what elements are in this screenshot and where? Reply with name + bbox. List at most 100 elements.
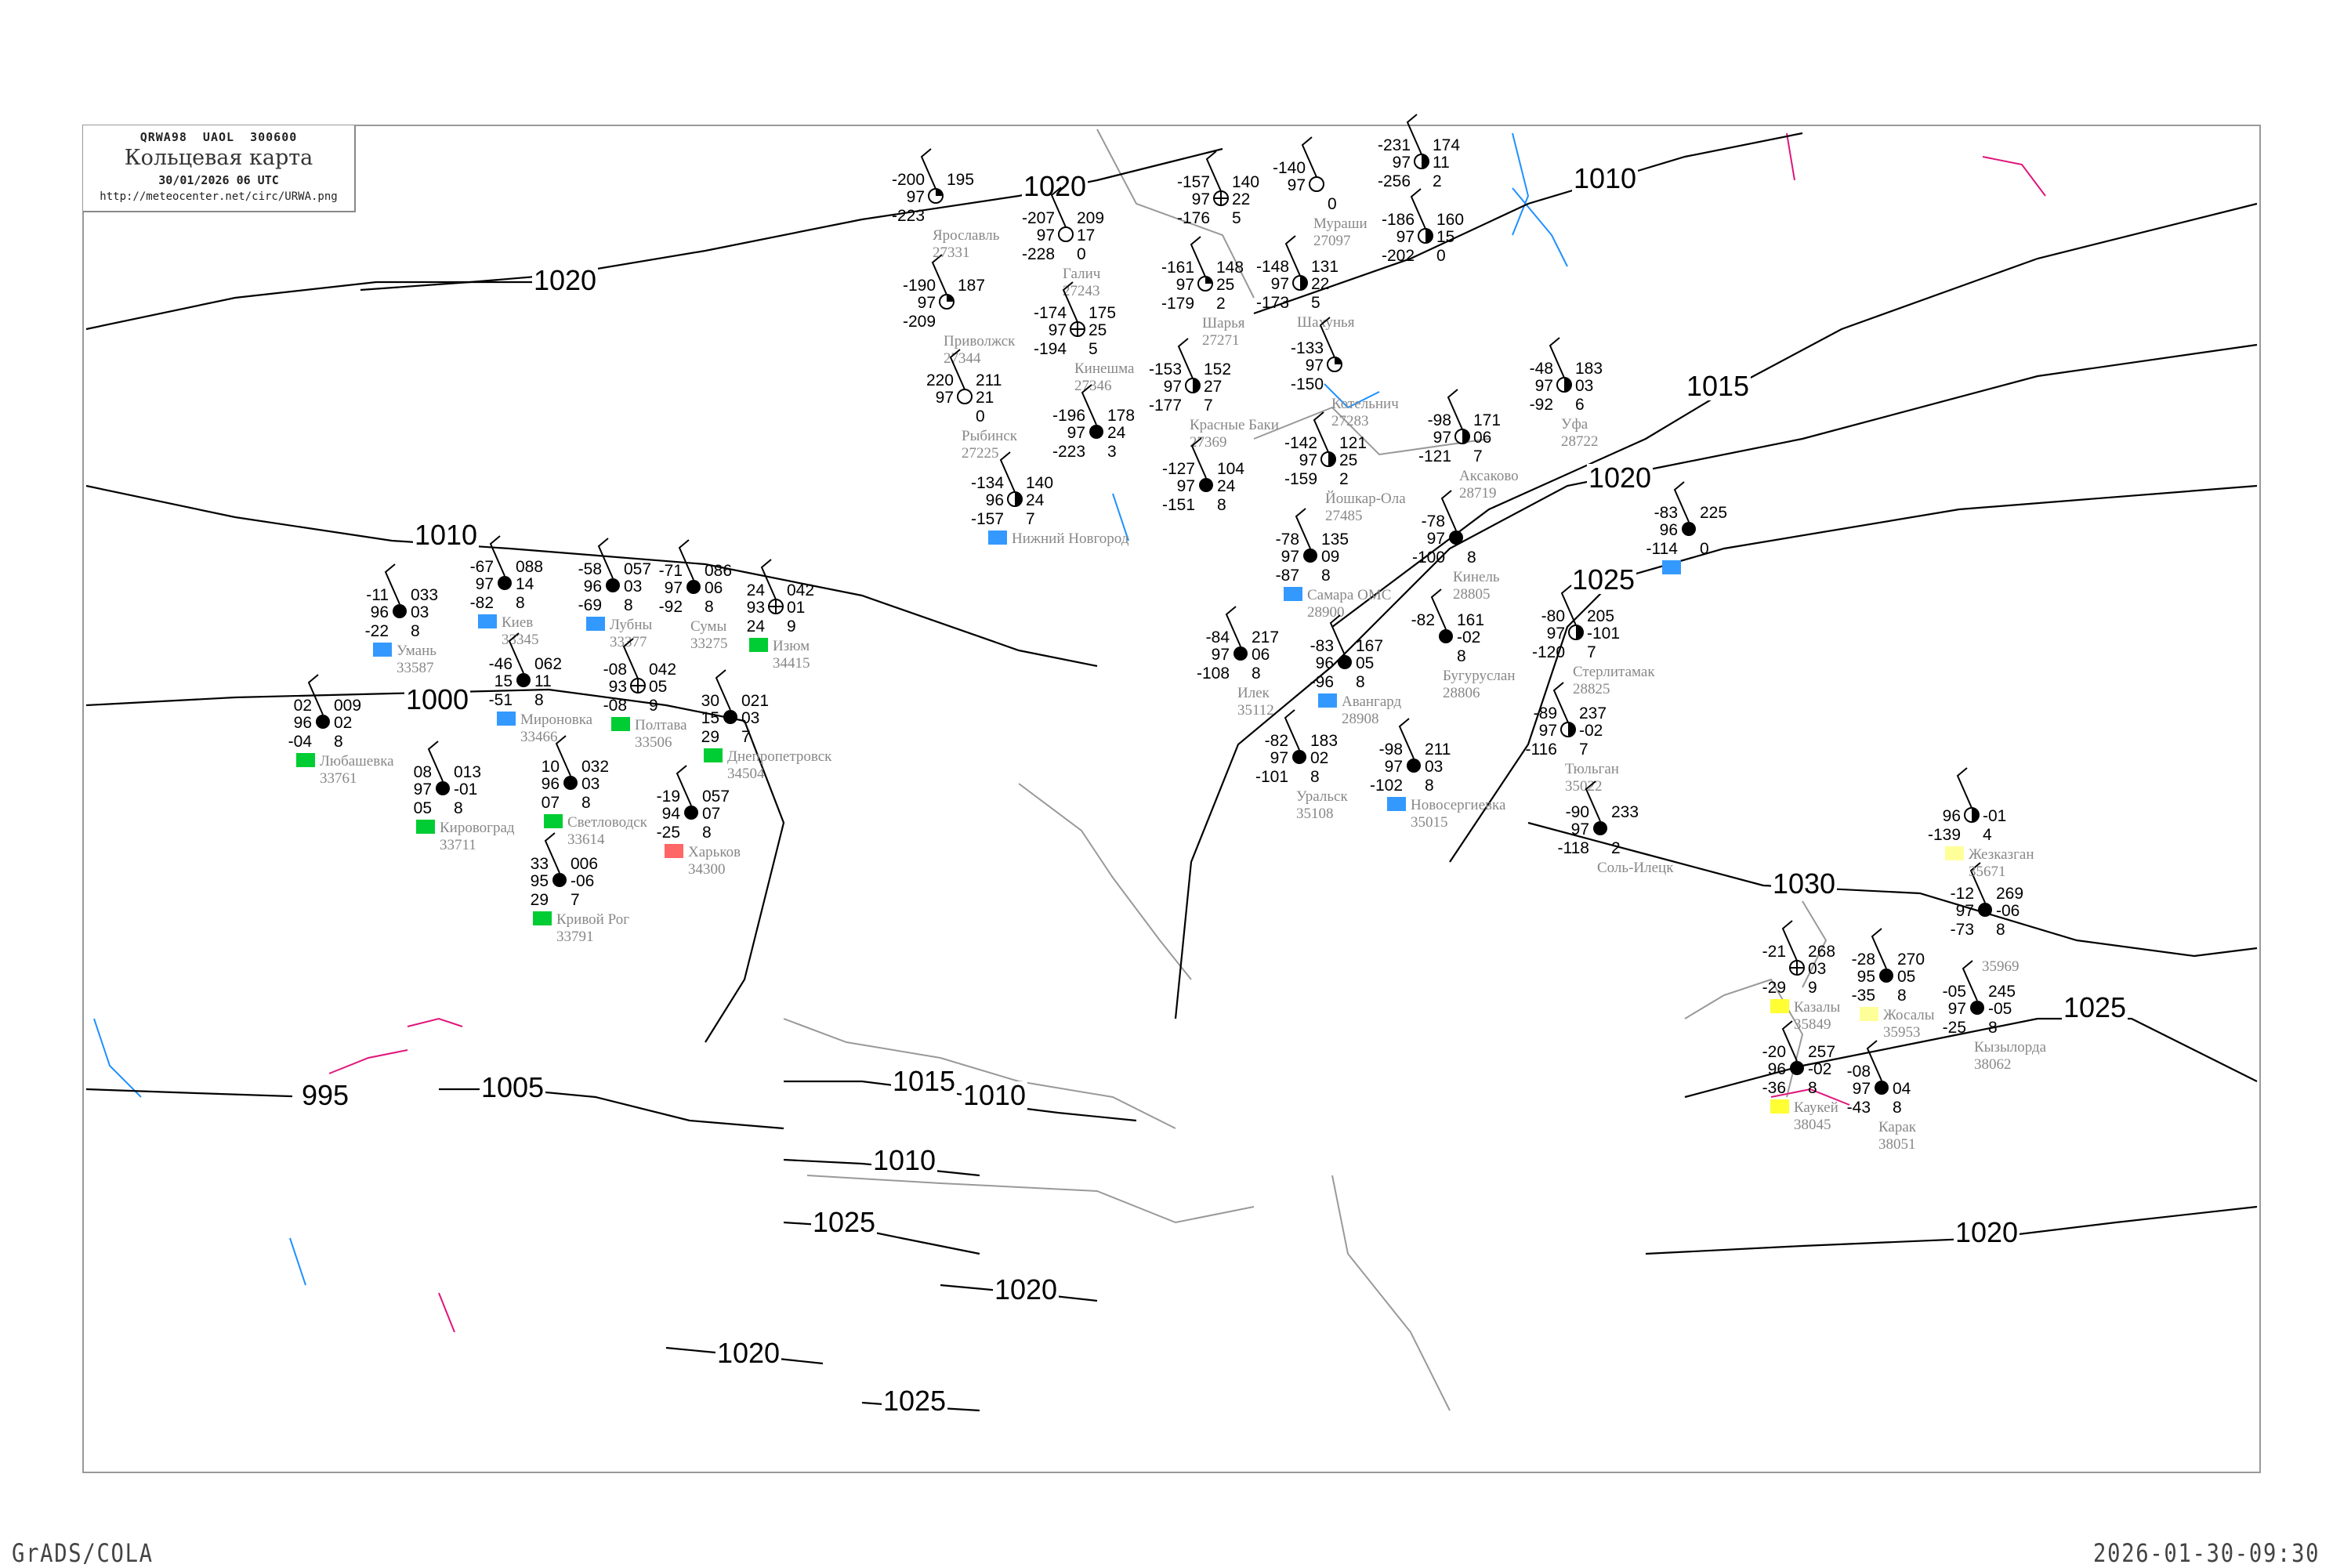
pressure: 104 [1217,460,1244,478]
dewpoint: -87 [1276,567,1299,585]
station-name: Киев [502,614,533,631]
station-index: 27344 [944,350,981,367]
coastline [783,1018,1176,1129]
temperature: -80 [1541,607,1565,625]
dewpoint: -116 [1526,741,1557,759]
station-index: 28900 [1307,604,1345,621]
pressure: 135 [1321,531,1349,549]
wind-barb [676,765,692,806]
visibility: 96 [584,578,602,596]
temperature: 30 [701,692,719,710]
precip-marker [1770,999,1789,1013]
precip-marker [611,717,630,731]
temperature: -174 [1034,304,1067,322]
dewpoint: -92 [1530,396,1553,414]
pressure-tendency: 27 [1204,378,1222,396]
visibility: 93 [609,678,627,696]
temperature: 24 [747,581,766,599]
pressure: 205 [1587,607,1614,625]
precip-marker [704,748,723,762]
isobar-label: 1025 [1572,563,1635,596]
pressure-tendency: 03 [741,709,759,727]
dewpoint: -25 [1943,1019,1966,1037]
visibility: 15 [494,672,513,690]
wind-barb [1205,150,1222,192]
coastline [1253,406,1490,456]
dewpoint: -120 [1532,643,1565,661]
pressure-tendency: 09 [1321,548,1339,566]
station-name: Умань [397,643,437,659]
wind-barb [1398,718,1415,759]
dewpoint: -194 [1034,340,1067,358]
pressure: 270 [1897,951,1925,969]
visibility: 97 [1571,820,1589,838]
pressure: 042 [787,581,814,599]
temperature: -46 [489,655,513,673]
cloud-amount: 0 [976,407,985,425]
wind-barb [1962,960,1978,1001]
pressure-tendency: 22 [1232,190,1250,208]
sky-cover-overcast-icon [516,673,531,687]
sky-cover-clear-icon [957,389,973,404]
front-line [438,1292,455,1333]
wind-barb [1081,384,1097,425]
dewpoint: -202 [1382,247,1415,265]
dewpoint: -179 [1161,295,1194,313]
temperature: -231 [1378,136,1411,154]
cloud-amount: 0 [1700,540,1709,558]
wind-barb [1440,490,1457,531]
front-line [407,1017,463,1027]
cloud-amount: 8 [581,794,591,812]
pressure: 268 [1808,943,1835,961]
cloud-amount: 7 [1579,741,1588,759]
coastline [1096,129,1255,299]
pressure: 121 [1339,434,1367,452]
temperature: -196 [1052,407,1085,425]
pressure: 033 [411,586,438,604]
wind-barb [1190,236,1206,277]
station-plot: -148 131 97 22 -173 5 Шахунья [1256,235,1355,331]
visibility: 15 [701,709,719,727]
wind-barb [949,349,965,390]
cloud-amount: 8 [534,691,544,709]
pressure: 086 [705,562,732,580]
isobar-label-group: 1030 [1771,867,1837,900]
visibility: 94 [662,805,681,823]
cloud-amount: 8 [411,622,420,640]
temperature: -58 [578,560,602,578]
station-index: 35022 [1565,778,1603,795]
temperature: -89 [1534,704,1557,722]
dewpoint: -173 [1256,294,1289,312]
isobar-label: 1020 [717,1337,780,1369]
station-name: Карак [1878,1119,1917,1135]
isobar-label-group: 1020 [1587,462,1653,494]
visibility: 95 [1857,968,1875,986]
isobar-label-group: 1025 [882,1385,947,1417]
dewpoint: 29 [531,891,549,909]
isobar-label-group: 1020 [532,264,598,296]
cloud-amount: 8 [705,598,714,616]
station-index: 28908 [1342,711,1379,727]
temperature: -48 [1530,360,1553,378]
cloud-amount: 8 [1467,549,1476,567]
pressure: 131 [1311,258,1339,276]
isobar-line [85,688,785,1043]
dewpoint: -96 [1310,673,1334,691]
isobar-label: 1020 [534,264,596,296]
dewpoint: -22 [365,622,389,640]
temperature: -05 [1943,983,1966,1001]
dewpoint: -25 [657,824,680,842]
temperature: 220 [926,371,954,389]
dewpoint: -82 [470,594,494,612]
isobar-label-group: 1020 [1954,1216,2020,1248]
pressure: 088 [516,558,543,576]
